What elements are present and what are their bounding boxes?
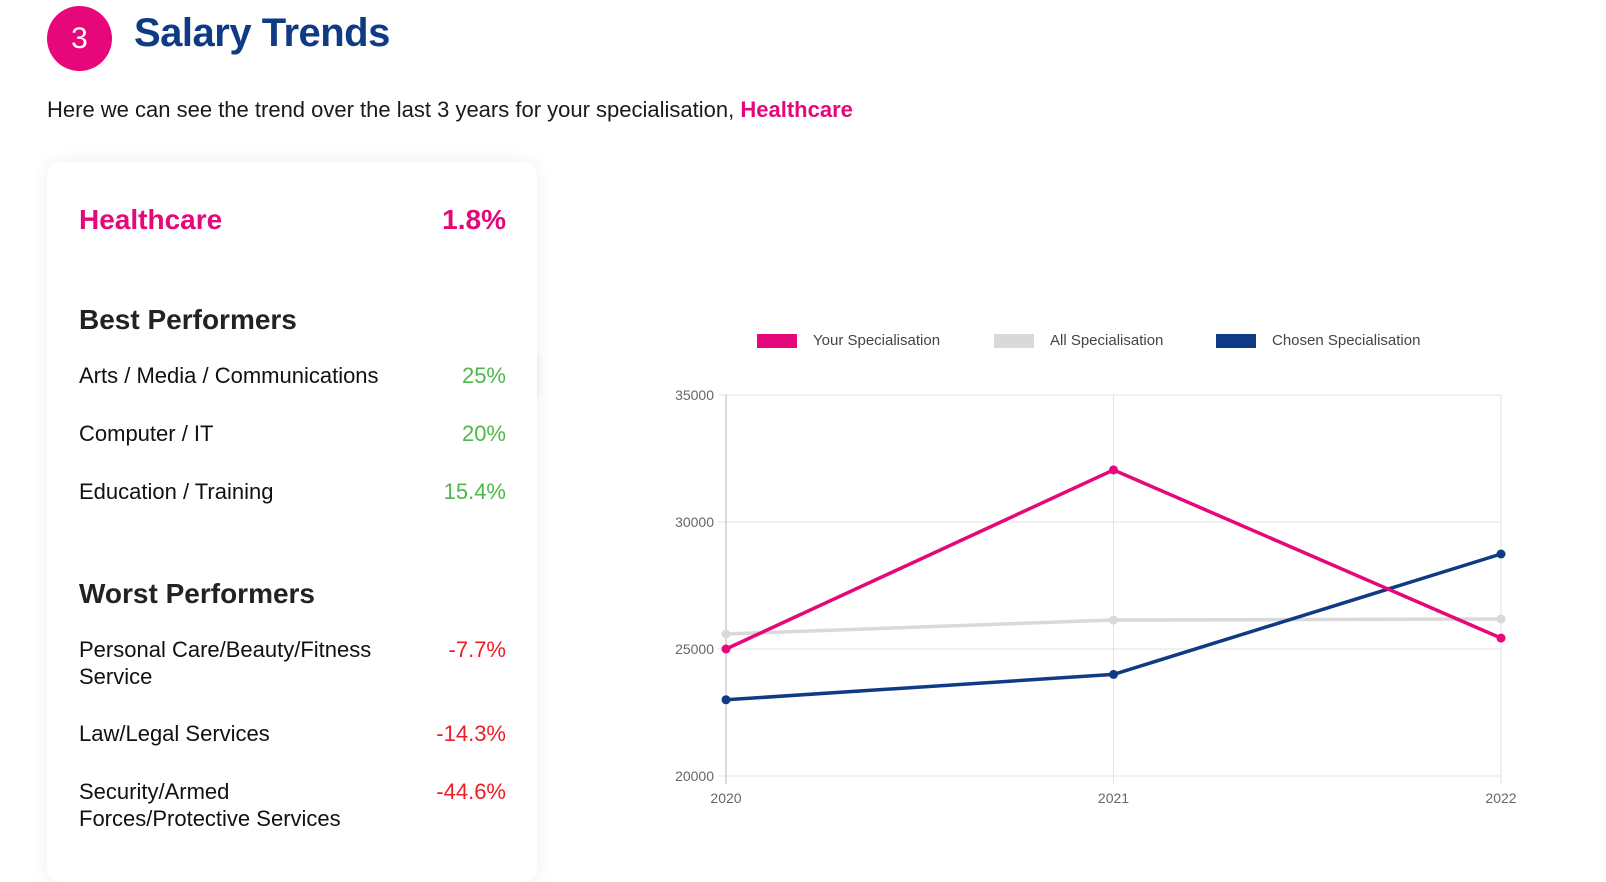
specialisation-value: 1.8%: [442, 204, 506, 235]
data-point: [1109, 615, 1118, 625]
legend-item-all-specialisation[interactable]: All Specialisation: [994, 332, 1163, 349]
page-title: Salary Trends: [134, 11, 390, 55]
row-label: Computer / IT: [79, 421, 214, 446]
legend-item-your-specialisation[interactable]: Your Specialisation: [757, 332, 940, 349]
salary-trend-chart: Your Specialisation All Specialisation C…: [640, 320, 1580, 840]
y-tick-label: 35000: [675, 387, 714, 403]
data-point: [721, 644, 731, 654]
legend-item-chosen-specialisation[interactable]: Chosen Specialisation: [1216, 332, 1420, 349]
data-point: [721, 695, 731, 705]
legend-label: Your Specialisation: [813, 332, 941, 349]
x-tick-label: 2020: [710, 790, 741, 806]
legend-swatch: [994, 333, 1034, 348]
y-tick-label: 20000: [675, 768, 714, 784]
data-point: [1496, 614, 1506, 624]
intro-specialisation: Healthcare: [740, 97, 853, 122]
row-value: -44.6%: [436, 779, 506, 804]
intro-text: Here we can see the trend over the last …: [47, 97, 853, 123]
data-point: [721, 629, 731, 639]
best-performer-row[interactable]: Education / Training 15.4%: [79, 478, 506, 505]
best-performer-row[interactable]: Arts / Media / Communications 25%: [79, 362, 506, 389]
data-point: [1109, 465, 1118, 475]
data-point: [1496, 549, 1506, 559]
row-value: 20%: [461, 421, 506, 446]
x-tick-label: 2021: [1098, 790, 1129, 806]
row-label: Security/Armed Forces/Protective Service…: [79, 779, 341, 831]
row-label: Education / Training: [79, 479, 274, 504]
best-performers-heading: Best Performers: [79, 304, 297, 335]
worst-performer-row[interactable]: Personal Care/Beauty/Fitness Service -7.…: [79, 636, 506, 690]
step-number-badge: 3: [47, 6, 112, 71]
worst-performer-row[interactable]: Law/Legal Services -14.3%: [79, 720, 506, 747]
legend-swatch: [757, 333, 797, 348]
chart-plot: 35000 30000 25000 20000 2020 2021 2022: [675, 387, 1517, 806]
worst-performers-heading: Worst Performers: [79, 578, 316, 609]
row-value: -14.3%: [436, 721, 506, 746]
row-label: Law/Legal Services: [79, 721, 270, 746]
worst-performer-row[interactable]: Security/Armed Forces/Protective Service…: [79, 778, 506, 832]
legend-swatch: [1216, 333, 1256, 348]
row-label: Arts / Media / Communications: [79, 363, 379, 388]
row-value: 15.4%: [443, 479, 506, 504]
current-specialisation: Healthcare 1.8%: [79, 204, 506, 236]
best-performer-row[interactable]: Computer / IT 20%: [79, 420, 506, 447]
x-tick-label: 2022: [1485, 790, 1516, 806]
y-tick-label: 25000: [675, 641, 714, 657]
performers-card: Healthcare 1.8% Best Performers Arts / M…: [47, 162, 537, 882]
specialisation-label: Healthcare: [79, 204, 223, 235]
row-value: 25%: [461, 363, 506, 388]
row-label: Personal Care/Beauty/Fitness Service: [79, 637, 372, 689]
legend-label: All Specialisation: [1050, 332, 1164, 349]
y-tick-label: 30000: [675, 514, 714, 530]
legend-label: Chosen Specialisation: [1272, 332, 1421, 349]
data-point: [1496, 633, 1506, 643]
row-value: -7.7%: [448, 637, 506, 662]
data-point: [1109, 669, 1118, 679]
intro-sentence: Here we can see the trend over the last …: [47, 97, 741, 122]
